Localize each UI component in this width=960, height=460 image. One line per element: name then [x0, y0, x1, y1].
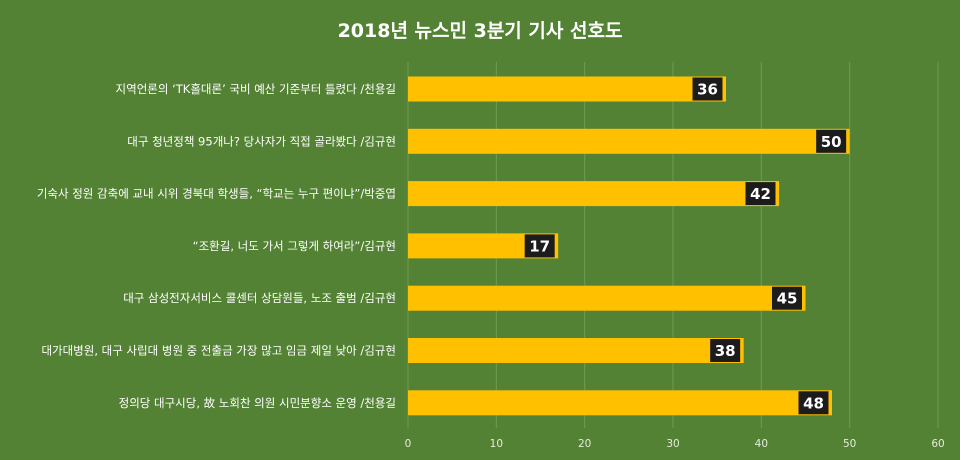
category-label: 대구 삼성전자서비스 콜센터 상담원들, 노조 출범 /김규현: [123, 291, 396, 305]
category-label: 정의당 대구시당, 故 노회찬 의원 시민분향소 운영 /천용길: [119, 396, 396, 410]
data-label: 50: [821, 133, 842, 151]
data-label: 17: [529, 237, 550, 255]
x-tick-label: 60: [931, 438, 944, 450]
chart-title: 2018년 뉴스민 3분기 기사 선호도: [338, 20, 623, 42]
data-label-box: [745, 182, 776, 206]
bar: [408, 76, 726, 102]
category-label: “조환길, 너도 가서 그렇게 하여라”/김규현: [193, 239, 396, 253]
x-tick-label: 40: [755, 438, 768, 450]
category-label: 대구 청년정책 95개나? 당사자가 직접 골라봤다 /김규현: [127, 134, 396, 148]
data-label: 48: [803, 394, 824, 412]
bar: [408, 390, 832, 416]
x-tick-label: 30: [666, 438, 679, 450]
data-label-box: [710, 339, 741, 362]
x-tick-label: 10: [490, 438, 503, 450]
bar: [408, 285, 806, 311]
data-label-box: [524, 234, 555, 258]
data-label-box: [772, 286, 802, 310]
data-label: 38: [715, 342, 736, 360]
bar: [408, 338, 744, 363]
bars: 36 50 42 17 45 38 48: [408, 76, 850, 416]
data-label: 45: [777, 290, 798, 308]
x-tick-label: 0: [405, 438, 412, 450]
x-tick-label: 20: [578, 438, 591, 450]
category-label: 지역언론의 ‘TK홀대론’ 국비 예산 기준부터 틀렸다 /천용길: [116, 82, 396, 96]
data-label-box: [816, 129, 847, 153]
bar: [408, 128, 850, 154]
data-label: 42: [750, 185, 771, 203]
x-axis-ticks: 0 10 20 30 40 50 60: [405, 438, 945, 450]
data-label: 36: [697, 81, 718, 99]
bar: [408, 181, 779, 207]
x-tick-label: 50: [843, 438, 856, 450]
data-label-box: [798, 391, 829, 415]
category-label: 기숙사 정원 감축에 교내 시위 경북대 학생들, “학교는 누구 편이냐”/박…: [37, 187, 396, 201]
data-label-box: [692, 77, 723, 101]
category-label: 대가대병원, 대구 사립대 병원 중 전출금 가장 많고 임금 제일 낮아 /김…: [41, 344, 396, 358]
gridlines: [407, 62, 939, 428]
